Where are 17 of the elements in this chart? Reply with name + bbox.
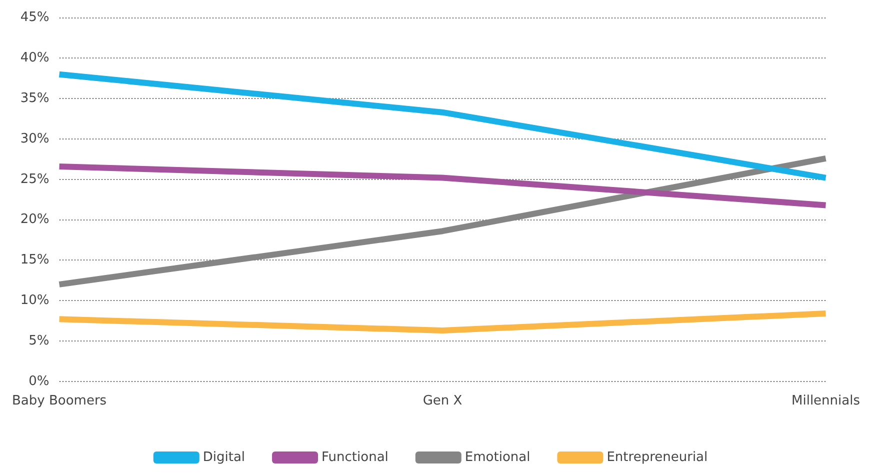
y-tick-label: 15% <box>20 252 50 268</box>
legend-label: Functional <box>322 450 388 465</box>
x-tick-label: Baby Boomers <box>12 394 107 409</box>
y-tick-label: 5% <box>28 333 50 348</box>
legend-label: Digital <box>202 450 246 465</box>
y-tick-label: 30% <box>20 131 50 146</box>
y-tick-label: 0% <box>28 374 50 389</box>
y-tick-label: 25% <box>20 172 50 187</box>
y-tick-label: 35% <box>20 90 50 106</box>
x-tick-label: Millennials <box>792 394 860 409</box>
legend-label: Emotional <box>464 450 530 465</box>
y-tick-label: 40% <box>20 50 50 66</box>
x-tick-label: Gen X <box>422 394 462 409</box>
y-tick-label: 20% <box>20 212 50 228</box>
y-tick-label: 10% <box>20 292 50 308</box>
y-tick-label: 45% <box>20 10 50 26</box>
legend-label: Entrepreneurial <box>606 450 708 465</box>
